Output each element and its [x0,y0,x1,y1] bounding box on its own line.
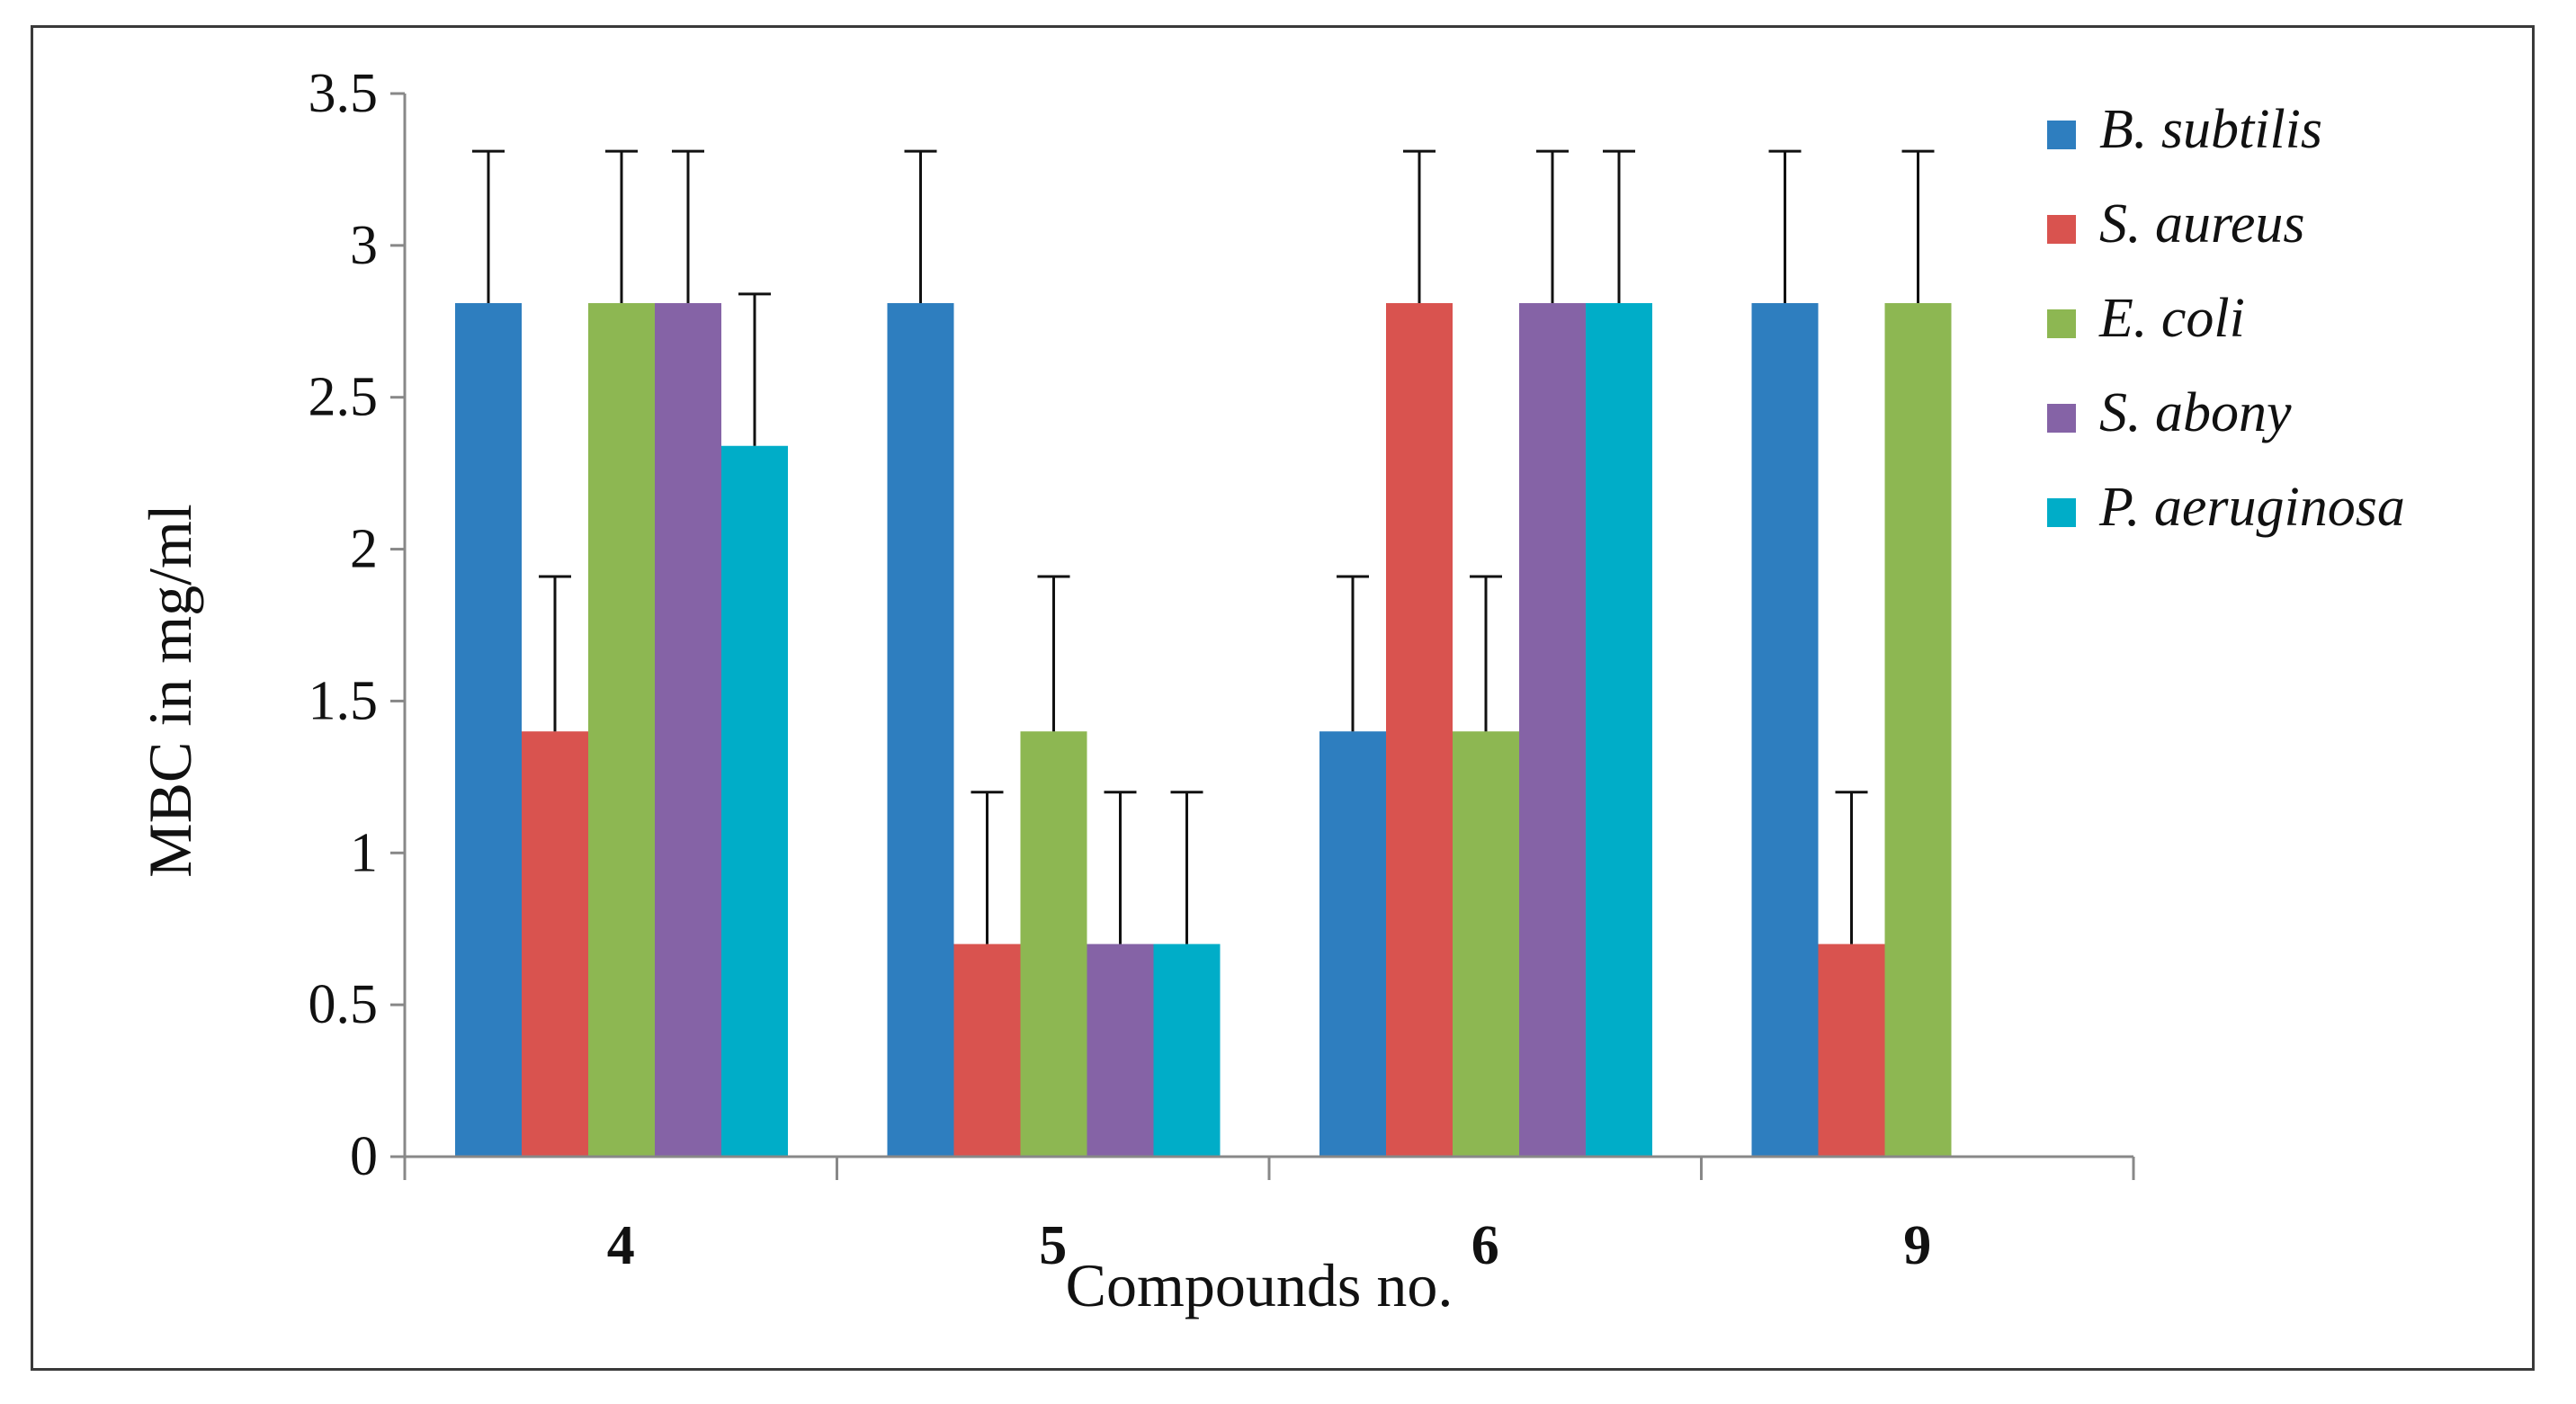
legend-label: E. coli [2098,288,2245,349]
x-category-labels: 4 5 6 9 [607,1215,1932,1276]
bar-bsubtilis-5 [887,303,954,1158]
bar-saureus-4 [522,731,588,1157]
bar-ecoli-6 [1453,731,1519,1157]
y-axis-title: MBC in mg/ml [136,504,204,878]
bar-saureus-5 [953,943,1021,1157]
y-tick-label: 1 [350,822,378,883]
bar-paeruginosa-5 [1153,943,1221,1157]
bar-ecoli-5 [1020,731,1087,1157]
bar-bsubtilis-6 [1319,731,1386,1157]
y-tick-label: 2.5 [309,367,379,428]
y-tick-labels: 0 0.5 1 1.5 2 2.5 3 3.5 [309,63,379,1187]
x-category-label: 9 [1903,1215,1931,1276]
x-axis-title: Compounds no. [1066,1251,1453,1319]
y-tick-label: 0 [350,1126,378,1187]
bar-saureus-9 [1818,943,1885,1157]
legend: B. subtilis S. aureus E. coli S. abony P. ae… [2047,99,2405,538]
chart-frame [31,25,2535,1371]
legend-label: S. abony [2099,382,2292,443]
legend-swatch [2047,498,2076,527]
bars-layer [455,303,1952,1158]
bar-sabony-6 [1519,303,1586,1158]
legend-label: S. aureus [2099,193,2304,255]
bar-saureus-6 [1386,303,1453,1158]
legend-swatch [2047,309,2076,338]
legend-swatch [2047,121,2076,149]
bar-sabony-4 [655,303,721,1158]
y-tick-label: 1.5 [309,670,379,731]
axes-layer [390,92,2135,1180]
x-category-label: 6 [1471,1215,1499,1276]
legend-label: B. subtilis [2099,99,2322,160]
y-tick-label: 2 [350,519,378,580]
legend-swatch [2047,404,2076,433]
y-tick-label: 0.5 [309,974,379,1035]
bar-ecoli-4 [588,303,655,1158]
bar-bsubtilis-9 [1751,303,1819,1158]
bar-paeruginosa-6 [1586,303,1652,1158]
bar-bsubtilis-4 [455,303,522,1158]
error-bars-layer [472,149,1935,944]
bar-paeruginosa-4 [721,445,788,1158]
legend-swatch [2047,215,2076,244]
y-tick-label: 3.5 [309,63,379,124]
bar-ecoli-9 [1884,303,1952,1158]
bar-sabony-5 [1087,943,1154,1157]
y-tick-label: 3 [350,215,378,276]
x-category-label: 4 [607,1215,635,1276]
x-category-label: 5 [1039,1215,1067,1276]
legend-label: P. aeruginosa [2098,477,2405,538]
